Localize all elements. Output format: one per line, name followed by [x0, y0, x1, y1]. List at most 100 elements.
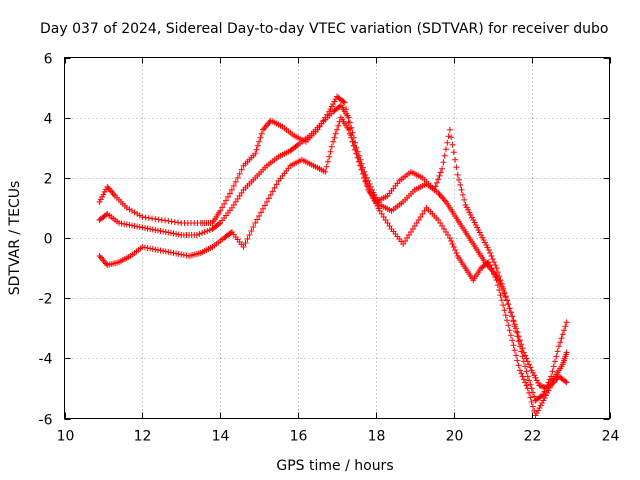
data-point	[502, 312, 509, 319]
x-tick-label: 16	[290, 429, 308, 445]
data-point	[201, 228, 208, 235]
y-tick-label: 6	[44, 52, 53, 68]
data-point	[293, 142, 300, 149]
data-point	[516, 367, 523, 374]
data-point	[487, 250, 494, 257]
data-point	[254, 142, 261, 149]
data-point	[232, 178, 239, 185]
data-point	[483, 242, 490, 249]
data-point	[345, 126, 352, 133]
data-point	[330, 101, 337, 108]
data-point	[509, 313, 516, 320]
y-tick-labels: -6 -4 -2 0 2 4 6	[39, 52, 53, 429]
data-point	[479, 234, 486, 241]
data-point	[448, 134, 455, 141]
data-point	[103, 186, 110, 193]
data-point	[193, 231, 200, 238]
data-point	[492, 274, 499, 281]
data-point	[507, 332, 514, 339]
data-point	[411, 222, 418, 229]
data-point	[440, 159, 447, 166]
data-point	[503, 297, 510, 304]
data-point	[215, 220, 222, 227]
data-point	[457, 181, 464, 188]
data-point	[217, 207, 224, 214]
data-point	[345, 114, 352, 121]
data-point	[139, 244, 146, 251]
data-point	[384, 219, 391, 226]
data-point	[432, 183, 439, 190]
data-point	[555, 343, 562, 350]
data-point	[471, 219, 478, 226]
y-axis-label: SDTVAR / TECUs	[7, 181, 23, 296]
data-point	[258, 130, 265, 137]
data-point	[378, 210, 385, 217]
data-point	[541, 384, 548, 391]
data-point	[358, 166, 365, 173]
data-point	[134, 223, 141, 230]
data-point	[370, 189, 377, 196]
data-point	[562, 378, 569, 385]
data-point	[147, 245, 154, 252]
x-tick-label: 24	[602, 429, 620, 445]
data-point	[481, 239, 488, 246]
data-point	[196, 230, 203, 237]
data-point	[99, 193, 106, 200]
data-point	[250, 223, 257, 230]
chart-title: Day 037 of 2024, Sidereal Day-to-day VTE…	[40, 21, 608, 37]
data-point	[139, 224, 146, 231]
data-point	[330, 138, 337, 145]
data-point	[230, 182, 237, 189]
data-point	[532, 374, 539, 381]
data-point	[436, 172, 443, 179]
y-tick-label: 0	[44, 232, 53, 248]
data-point	[261, 202, 268, 209]
y-tick-label: -4	[39, 352, 53, 368]
data-point	[518, 370, 525, 377]
data-point	[265, 195, 272, 202]
data-point	[341, 99, 348, 106]
data-point	[346, 130, 353, 137]
data-point	[386, 222, 393, 229]
data-point	[505, 322, 512, 329]
data-point	[171, 218, 178, 225]
data-point	[472, 221, 479, 228]
data-point	[352, 139, 359, 146]
data-point	[349, 129, 356, 136]
data-point	[123, 221, 130, 228]
x-tick-label: 22	[524, 429, 542, 445]
data-point	[503, 317, 510, 324]
data-point	[454, 171, 461, 178]
data-point	[546, 376, 553, 383]
data-point	[494, 282, 501, 289]
data-point	[489, 268, 496, 275]
data-point	[271, 184, 278, 191]
data-point	[541, 394, 548, 401]
data-point	[529, 389, 536, 396]
grid-lines	[64, 57, 610, 419]
x-tick-label: 20	[446, 429, 464, 445]
data-point	[515, 362, 522, 369]
data-point	[162, 248, 169, 255]
data-point	[257, 134, 264, 141]
data-point	[376, 207, 383, 214]
data-point	[453, 164, 460, 171]
data-point	[497, 292, 504, 299]
data-point	[535, 407, 542, 414]
data-point	[417, 213, 424, 220]
data-point	[528, 367, 535, 374]
data-point	[487, 262, 494, 269]
data-point	[228, 186, 235, 193]
data-point	[528, 398, 535, 405]
data-point	[511, 347, 518, 354]
data-point	[494, 269, 501, 276]
data-point	[144, 225, 151, 232]
data-point	[234, 195, 241, 202]
data-point	[478, 231, 485, 238]
data-point	[158, 216, 165, 223]
y-tick-label: 2	[44, 172, 53, 188]
data-point	[450, 149, 457, 156]
data-point	[488, 265, 495, 272]
data-point	[518, 341, 525, 348]
data-point	[328, 143, 335, 150]
